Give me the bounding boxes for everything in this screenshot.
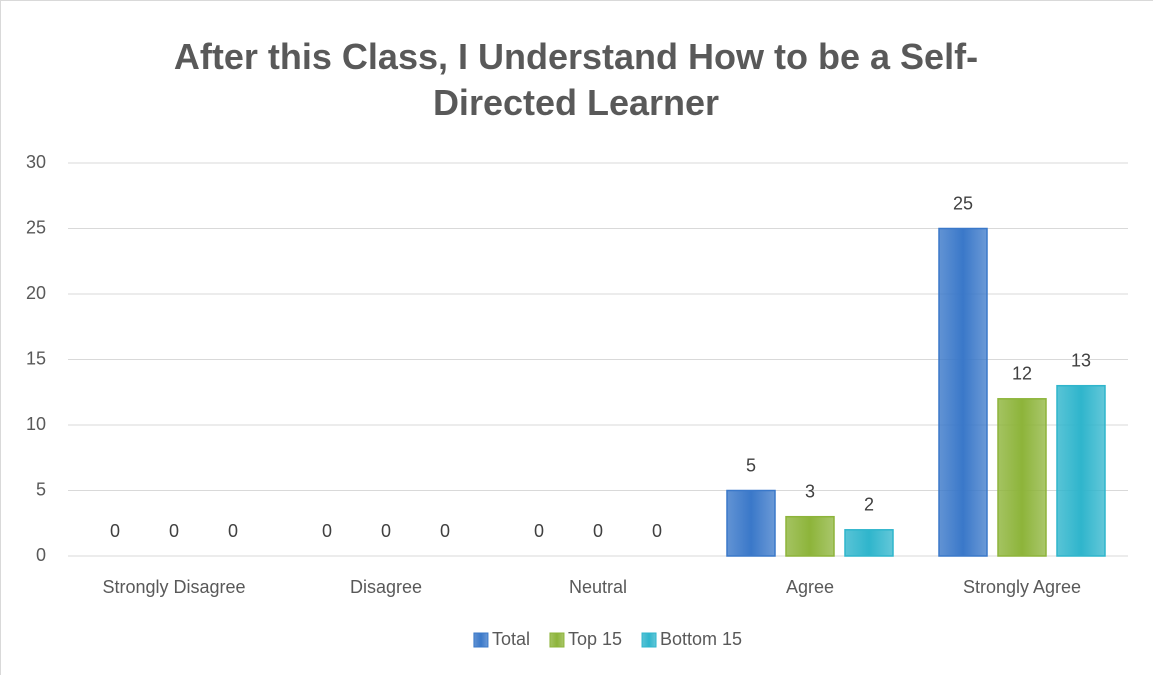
bar xyxy=(844,529,894,557)
chart-title: After this Class, I Understand How to be… xyxy=(173,36,979,123)
data-label: 0 xyxy=(593,521,603,541)
legend-label: Bottom 15 xyxy=(660,629,742,649)
bar xyxy=(938,227,988,557)
y-tick-label: 30 xyxy=(26,152,46,172)
data-label: 0 xyxy=(322,521,332,541)
x-tick-label: Agree xyxy=(786,577,834,597)
data-label: 0 xyxy=(440,521,450,541)
legend-swatch xyxy=(473,632,489,648)
x-tick-label: Strongly Agree xyxy=(963,577,1081,597)
bar xyxy=(997,398,1047,557)
y-tick-label: 10 xyxy=(26,414,46,434)
x-tick-label: Neutral xyxy=(569,577,627,597)
y-tick-label: 15 xyxy=(26,348,46,368)
legend-label: Top 15 xyxy=(568,629,622,649)
data-label: 3 xyxy=(805,481,815,501)
y-tick-label: 20 xyxy=(26,283,46,303)
y-tick-label: 0 xyxy=(36,545,46,565)
legend-swatch xyxy=(549,632,565,648)
y-tick-label: 5 xyxy=(36,479,46,499)
bar xyxy=(726,489,776,557)
data-label: 0 xyxy=(381,521,391,541)
x-tick-label: Strongly Disagree xyxy=(102,577,245,597)
data-label: 0 xyxy=(652,521,662,541)
bar xyxy=(785,515,835,557)
data-label: 13 xyxy=(1071,350,1091,370)
y-tick-label: 25 xyxy=(26,217,46,237)
legend-swatch xyxy=(641,632,657,648)
data-label: 0 xyxy=(534,521,544,541)
data-label: 0 xyxy=(169,521,179,541)
data-label: 0 xyxy=(110,521,120,541)
x-tick-label: Disagree xyxy=(350,577,422,597)
legend-label: Total xyxy=(492,629,530,649)
bar xyxy=(1056,384,1106,557)
data-label: 0 xyxy=(228,521,238,541)
data-label: 12 xyxy=(1012,364,1032,384)
data-label: 25 xyxy=(953,193,973,213)
data-label: 5 xyxy=(746,455,756,475)
data-label: 2 xyxy=(864,495,874,515)
